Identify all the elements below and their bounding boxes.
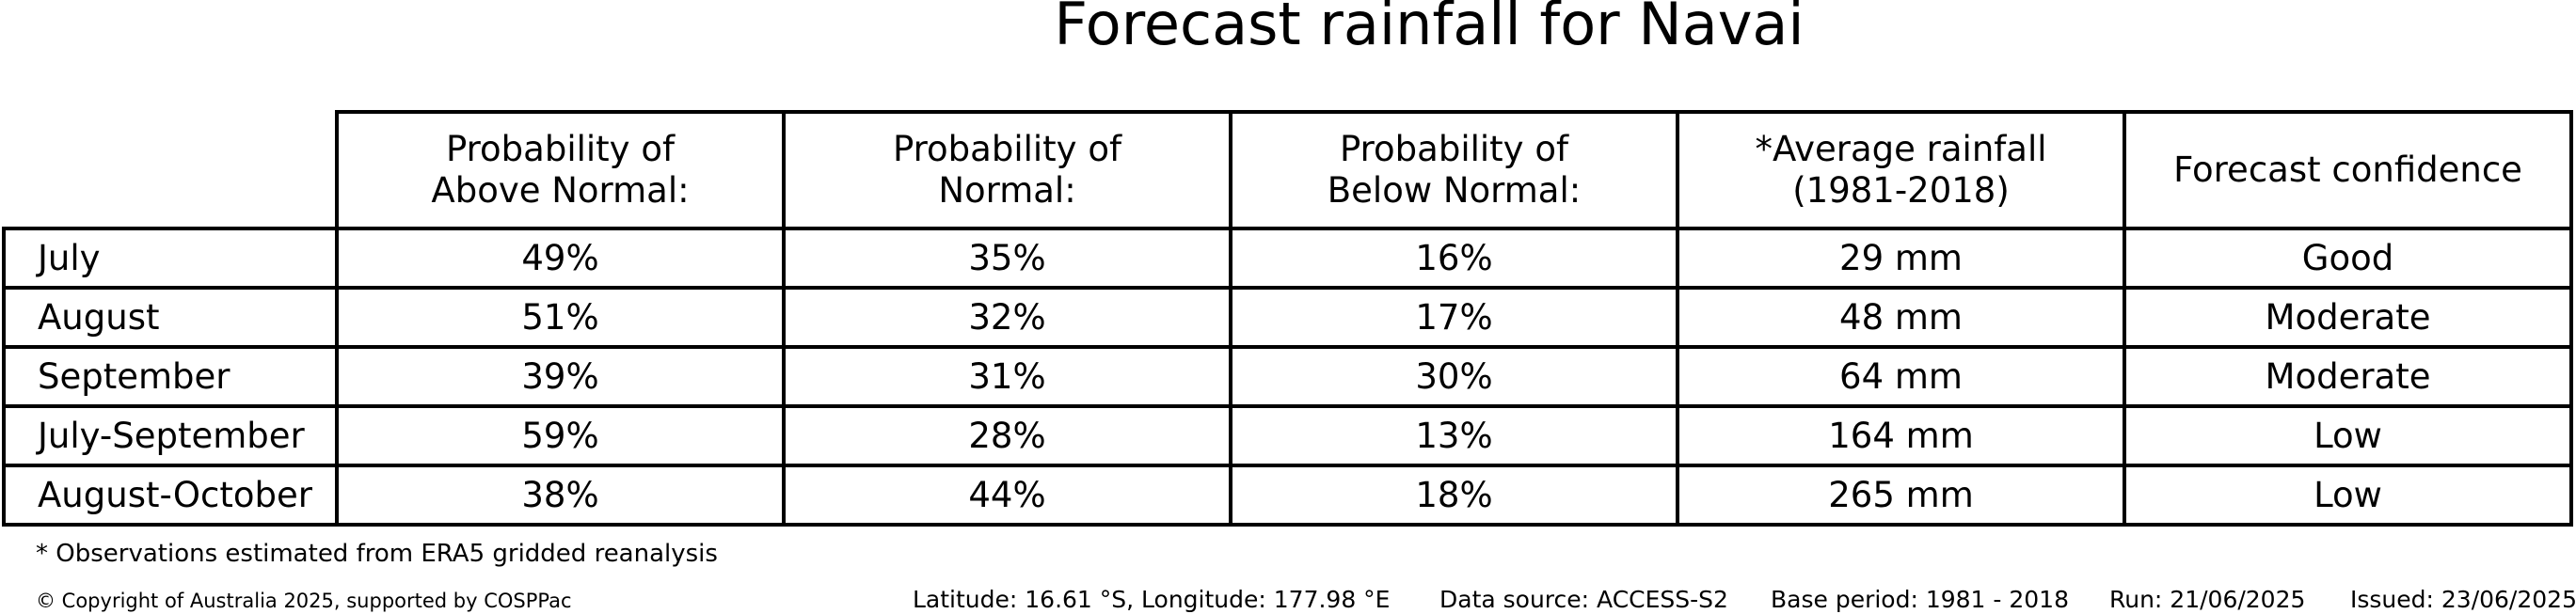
header-average-rainfall: *Average rainfall (1981-2018)	[1676, 110, 2126, 230]
cell-above-normal: 38%	[335, 464, 786, 527]
data-source-info: Data source: ACCESS-S2	[1439, 586, 1728, 613]
cell-below-normal: 16%	[1229, 227, 1679, 290]
run-date-info: Run: 21/06/2025	[2109, 586, 2306, 613]
cell-below-normal: 17%	[1229, 286, 1679, 349]
cell-average-rainfall: 48 mm	[1676, 286, 2126, 349]
forecast-table: Probability of Above Normal: Probability…	[2, 110, 2573, 527]
header-average-line2: (1981-2018)	[1792, 170, 2010, 211]
row-period-label: September	[2, 345, 339, 408]
header-normal: Probability of Normal:	[782, 110, 1232, 230]
header-below-line1: Probability of	[1339, 129, 1568, 169]
header-above-line1: Probability of	[445, 129, 675, 169]
chart-title: Forecast rainfall for Navai	[0, 0, 2576, 62]
cell-forecast-confidence: Moderate	[2123, 286, 2573, 349]
cell-below-normal: 30%	[1229, 345, 1679, 408]
row-period-label: July-September	[2, 404, 339, 467]
header-normal-line1: Probability of	[892, 129, 1121, 169]
table-row: July 49% 35% 16% 29 mm Good	[2, 227, 2573, 290]
header-above-normal: Probability of Above Normal:	[335, 110, 786, 230]
row-period-label: August-October	[2, 464, 339, 527]
cell-normal: 31%	[782, 345, 1232, 408]
cell-above-normal: 39%	[335, 345, 786, 408]
table-row: August-October 38% 44% 18% 265 mm Low	[2, 464, 2573, 527]
header-below-line2: Below Normal:	[1327, 170, 1582, 211]
table-row: August 51% 32% 17% 48 mm Moderate	[2, 286, 2573, 349]
header-normal-line2: Normal:	[938, 170, 1076, 211]
cell-above-normal: 49%	[335, 227, 786, 290]
cell-forecast-confidence: Good	[2123, 227, 2573, 290]
table-row: July-September 59% 28% 13% 164 mm Low	[2, 404, 2573, 467]
cell-average-rainfall: 164 mm	[1676, 404, 2126, 467]
cell-normal: 32%	[782, 286, 1232, 349]
cell-normal: 44%	[782, 464, 1232, 527]
location-info: Latitude: 16.61 °S, Longitude: 177.98 °E	[913, 586, 1391, 613]
header-forecast-confidence: Forecast confidence	[2123, 110, 2573, 230]
header-confidence-text: Forecast confidence	[2173, 150, 2522, 190]
row-period-label: August	[2, 286, 339, 349]
forecast-table-container: Probability of Above Normal: Probability…	[2, 110, 2573, 527]
header-above-line2: Above Normal:	[431, 170, 690, 211]
table-row: September 39% 31% 30% 64 mm Moderate	[2, 345, 2573, 408]
issued-date-info: Issued: 23/06/2025	[2350, 586, 2576, 613]
cell-above-normal: 59%	[335, 404, 786, 467]
cell-forecast-confidence: Low	[2123, 404, 2573, 467]
chart-title-text: Forecast rainfall for Navai	[1054, 0, 1805, 58]
header-below-normal: Probability of Below Normal:	[1229, 110, 1679, 230]
cell-above-normal: 51%	[335, 286, 786, 349]
cell-average-rainfall: 64 mm	[1676, 345, 2126, 408]
cell-below-normal: 18%	[1229, 464, 1679, 527]
row-period-label: July	[2, 227, 339, 290]
copyright-notice: © Copyright of Australia 2025, supported…	[36, 590, 572, 612]
footnote: * Observations estimated from ERA5 gridd…	[36, 540, 718, 568]
cell-below-normal: 13%	[1229, 404, 1679, 467]
cell-forecast-confidence: Moderate	[2123, 345, 2573, 408]
table-header-row: Probability of Above Normal: Probability…	[4, 110, 2573, 230]
cell-normal: 35%	[782, 227, 1232, 290]
header-blank-cell	[4, 112, 339, 230]
base-period-info: Base period: 1981 - 2018	[1771, 586, 2069, 613]
cell-normal: 28%	[782, 404, 1232, 467]
cell-average-rainfall: 265 mm	[1676, 464, 2126, 527]
cell-forecast-confidence: Low	[2123, 464, 2573, 527]
cell-average-rainfall: 29 mm	[1676, 227, 2126, 290]
header-average-line1: *Average rainfall	[1755, 129, 2047, 169]
